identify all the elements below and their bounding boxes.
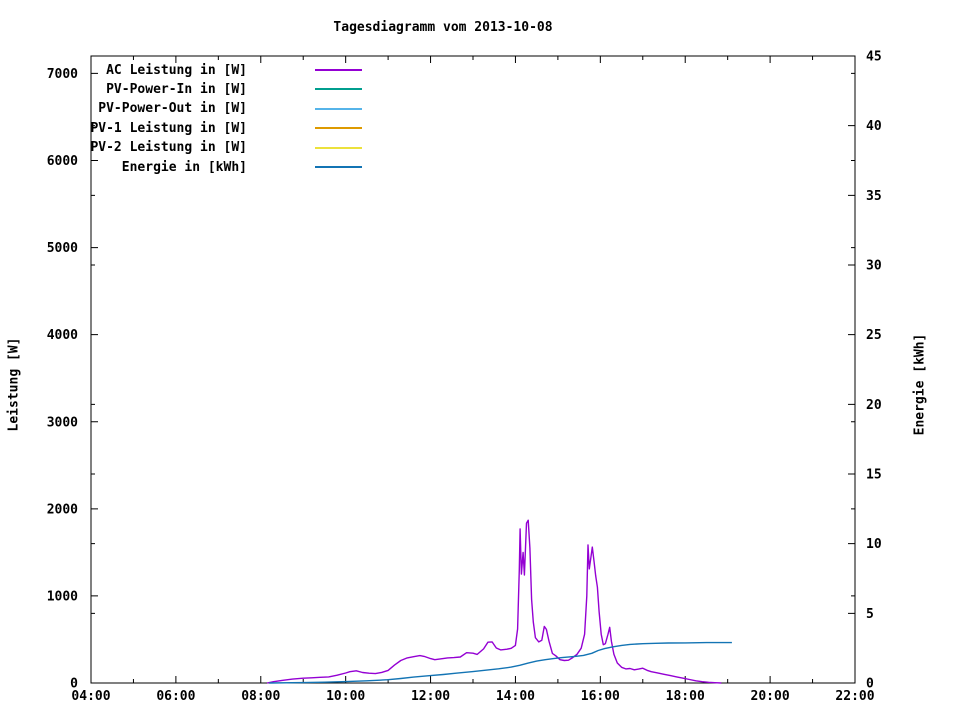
legend-label: PV-Power-In in [W] [106, 81, 247, 97]
x-tick-label: 04:00 [71, 689, 110, 704]
y-right-tick-label: 30 [866, 259, 882, 274]
x-tick-label: 16:00 [581, 689, 620, 704]
y-left-tick-label: 1000 [47, 589, 78, 604]
legend-color-swatch [315, 107, 362, 110]
y-left-tick-label: 6000 [47, 154, 78, 169]
x-tick-label: 18:00 [666, 689, 705, 704]
x-tick-label: 14:00 [496, 689, 535, 704]
x-tick-label: 10:00 [326, 689, 365, 704]
x-tick-label: 22:00 [835, 689, 874, 704]
legend-color-swatch [315, 166, 362, 168]
y-left-tick-label: 0 [70, 677, 78, 692]
y-right-tick-label: 10 [866, 537, 882, 552]
legend-label: AC Leistung in [W] [106, 62, 247, 78]
x-tick-label: 12:00 [411, 689, 450, 704]
legend-label: Energie in [kWh] [121, 159, 247, 175]
y-left-tick-label: 5000 [47, 241, 78, 256]
legend-item: PV-1 Leistung in [W] [60, 120, 380, 136]
legend-item: PV-Power-In in [W] [60, 81, 380, 97]
series-energie [269, 641, 732, 684]
legend-color-swatch [315, 146, 362, 149]
series-ac [266, 519, 722, 684]
legend-item: Energie in [kWh] [60, 159, 380, 175]
legend-item: AC Leistung in [W] [60, 62, 380, 78]
legend-color-swatch [315, 69, 362, 71]
x-tick-label: 20:00 [751, 689, 790, 704]
legend-label: PV-1 Leistung in [W] [90, 120, 247, 136]
x-tick-label: 06:00 [156, 689, 195, 704]
y-right-tick-label: 0 [866, 677, 874, 692]
y-right-tick-label: 40 [866, 119, 882, 134]
y-right-tick-label: 45 [866, 50, 882, 65]
y-left-tick-label: 7000 [47, 67, 78, 82]
y-right-tick-label: 15 [866, 468, 882, 483]
y-right-tick-label: 5 [866, 607, 874, 622]
y-right-tick-label: 35 [866, 189, 882, 204]
legend-item: PV-Power-Out in [W] [60, 101, 380, 117]
x-tick-label: 08:00 [241, 689, 280, 704]
legend-color-swatch [315, 127, 362, 130]
axis-ticks [90, 55, 856, 684]
y-left-tick-label: 4000 [47, 328, 78, 343]
y-left-tick-label: 3000 [47, 415, 78, 430]
legend-label: PV-Power-Out in [W] [98, 101, 247, 117]
y-left-tick-label: 2000 [47, 502, 78, 517]
y-right-tick-label: 20 [866, 398, 882, 413]
y-right-tick-label: 25 [866, 328, 882, 343]
legend-label: PV-2 Leistung in [W] [90, 140, 247, 156]
legend-item: PV-2 Leistung in [W] [60, 140, 380, 156]
legend-color-swatch [315, 88, 362, 91]
chart-title: Tagesdiagramm vom 2013-10-08 [333, 20, 553, 35]
